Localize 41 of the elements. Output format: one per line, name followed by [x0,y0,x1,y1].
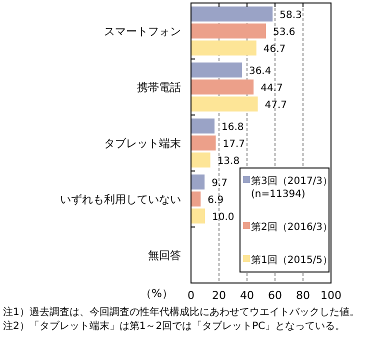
bar [191,174,205,190]
data-label: 17.7 [222,139,246,150]
bar [191,24,266,38]
x-tick-label: 20 [212,289,226,302]
data-label: 9.7 [212,178,228,189]
data-label: 46.7 [263,44,286,55]
data-label: 44.7 [260,83,283,94]
bar [191,40,256,56]
legend-label: 第3回（2017/3） (n=11394) [251,175,333,200]
x-axis-title: （%） [140,287,173,300]
y-tick-label: 無回答 [148,249,181,262]
data-label: 47.7 [264,100,288,111]
data-label: 36.4 [248,66,272,77]
data-label: 13.8 [217,156,240,167]
legend-label: 第2回（2016/3） [251,221,333,233]
data-label: 53.6 [273,27,296,38]
data-label: 10.0 [212,212,234,223]
data-label: 6.9 [208,195,224,206]
y-tick-label: 携帯電話 [137,81,181,94]
x-tick-label: 40 [240,289,254,302]
y-tick-label: タブレット端末 [104,137,181,150]
bar [191,6,273,22]
legend-label: 第1回（2015/5） [251,254,333,266]
bar [191,96,258,112]
text: 注1）過去調査は、今回調査の性年代構成比にあわせてウエイトバックした値。 [3,306,360,318]
bar [191,208,205,224]
text: 注2）「タブレット端末」は第1～2回では「タブレットPC」となっている。 [3,320,346,332]
data-label: 58.3 [280,10,302,21]
x-tick-label: 0 [188,289,194,302]
x-tick-label: 60 [268,289,282,302]
y-tick-label: スマートフォン [104,25,181,38]
bar [191,136,216,150]
x-tick-label: 80 [296,289,310,302]
bar [191,118,215,134]
bar [191,62,242,78]
bar [191,152,210,168]
bar [191,192,201,206]
bar [191,80,254,94]
y-tick-label: いずれも利用していない [60,193,181,206]
data-label: 16.8 [222,122,244,133]
x-tick-label: 100 [320,289,342,302]
